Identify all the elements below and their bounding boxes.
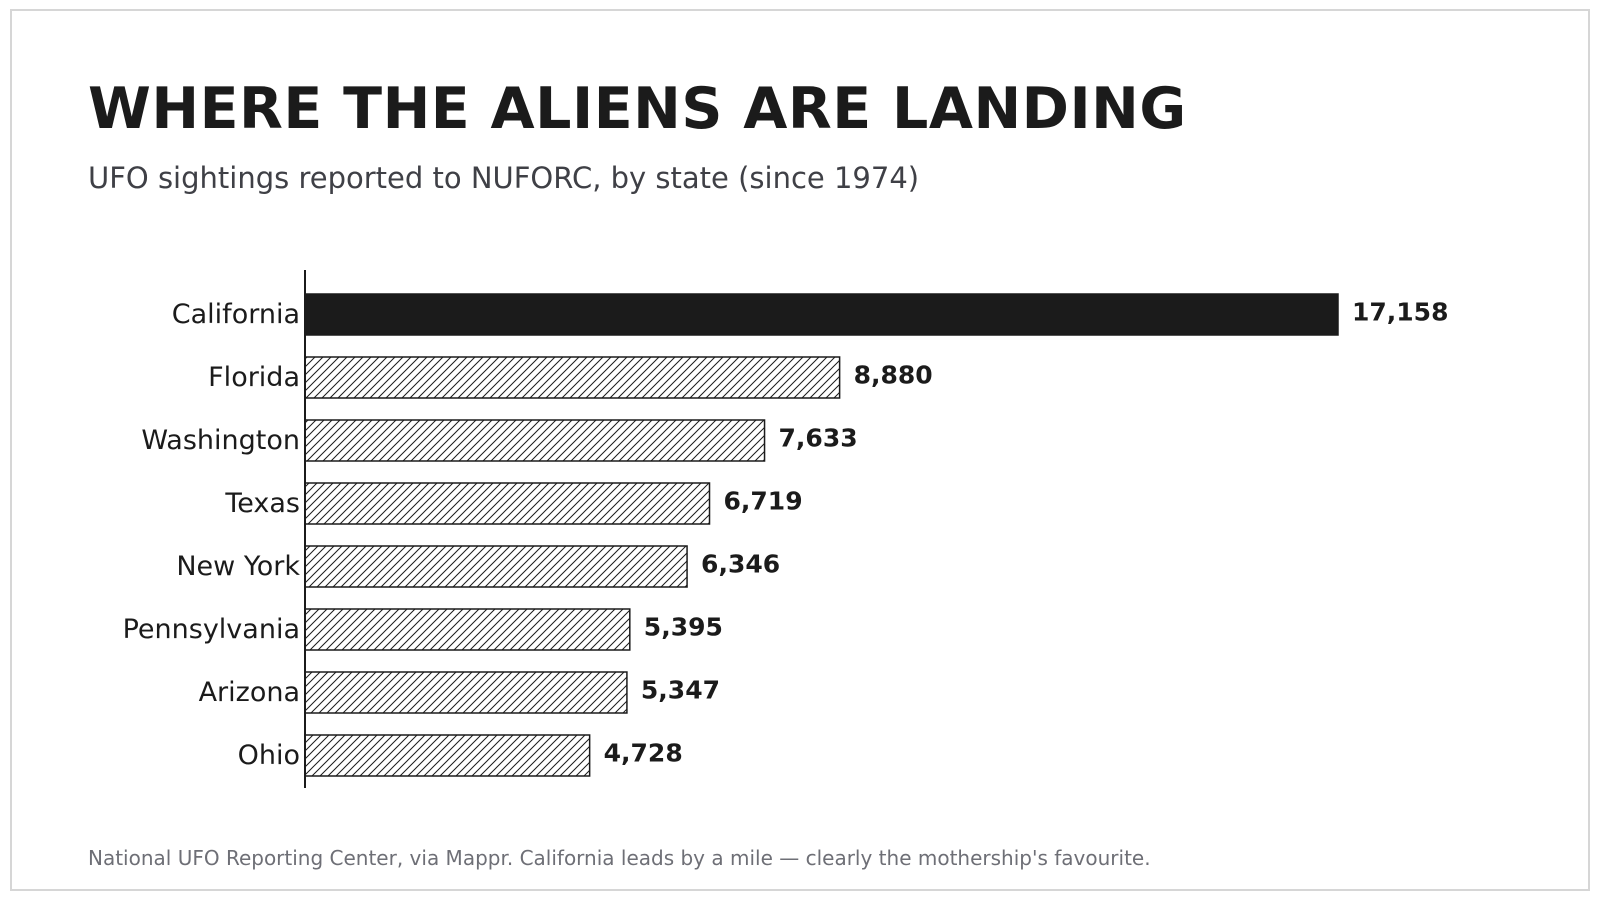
bar-california	[304, 293, 1339, 336]
value-label-california: 17,158	[1352, 298, 1448, 327]
bar-pennsylvania	[304, 608, 631, 651]
category-label-washington: Washington	[141, 425, 300, 456]
bar-florida	[304, 356, 841, 399]
value-label-florida: 8,880	[854, 361, 933, 390]
bar-ohio	[304, 734, 591, 777]
category-label-florida: Florida	[208, 362, 300, 393]
bar-washington	[304, 419, 766, 462]
bar-texas	[304, 482, 711, 525]
chart-footer-note: National UFO Reporting Center, via Mappr…	[88, 846, 1151, 870]
value-label-pennsylvania: 5,395	[644, 613, 723, 642]
category-label-texas: Texas	[224, 488, 300, 519]
value-label-new-york: 6,346	[701, 550, 780, 579]
category-label-ohio: Ohio	[238, 740, 300, 771]
category-label-arizona: Arizona	[199, 677, 300, 708]
category-label-pennsylvania: Pennsylvania	[123, 614, 300, 645]
bars-group: California 17,158 Florida 8,880 Washington 7,…	[123, 293, 1448, 777]
bar-new-york	[304, 545, 688, 588]
value-label-ohio: 4,728	[604, 739, 683, 768]
bar-arizona	[304, 671, 628, 714]
value-label-washington: 7,633	[779, 424, 858, 453]
value-label-texas: 6,719	[724, 487, 803, 516]
chart-frame	[10, 9, 1590, 891]
chart-title: WHERE THE ALIENS ARE LANDING	[88, 76, 1187, 142]
category-label-california: California	[172, 299, 300, 330]
value-label-arizona: 5,347	[641, 676, 720, 705]
category-label-new-york: New York	[176, 551, 300, 582]
chart-subtitle: UFO sightings reported to NUFORC, by sta…	[88, 161, 920, 195]
